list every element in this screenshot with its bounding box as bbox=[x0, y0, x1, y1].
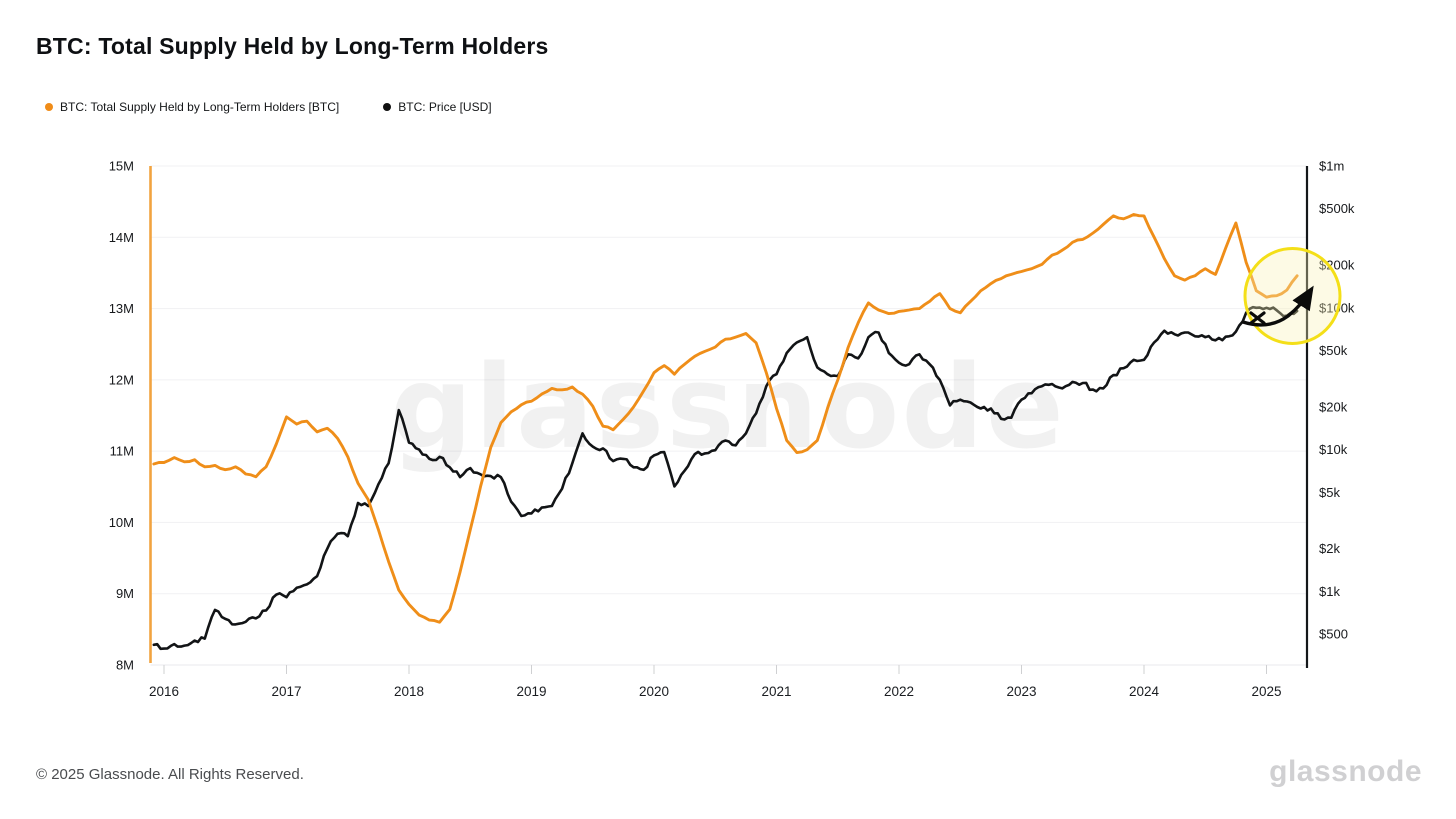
right-axis-tick-label: $1k bbox=[1319, 584, 1340, 599]
up-right-arrow-annotation bbox=[1241, 285, 1314, 327]
x-axis-tick-label: 2020 bbox=[639, 684, 669, 699]
x-axis-tick-label: 2024 bbox=[1129, 684, 1160, 699]
copyright-text: © 2025 Glassnode. All Rights Reserved. bbox=[36, 766, 304, 783]
right-axis-tick-label: $500k bbox=[1319, 201, 1355, 216]
left-axis-tick-label: 11M bbox=[110, 444, 134, 459]
x-axis-tick-label: 2022 bbox=[884, 684, 914, 699]
lth-supply-line-series bbox=[152, 213, 1299, 624]
right-axis-tick-label: $1m bbox=[1319, 159, 1344, 174]
x-axis-tick-label: 2025 bbox=[1251, 684, 1281, 699]
right-axis-tick-label: $200k bbox=[1319, 258, 1355, 273]
right-axis-tick-label: $5k bbox=[1319, 485, 1340, 500]
right-axis-tick-label: $20k bbox=[1319, 399, 1348, 414]
legend-dot-price-icon bbox=[383, 103, 392, 111]
right-axis-tick-label: $100k bbox=[1319, 300, 1355, 315]
x-axis-tick-label: 2021 bbox=[761, 684, 791, 699]
x-axis-tick-label: 2016 bbox=[149, 684, 179, 699]
legend: BTC: Total Supply Held by Long-Term Hold… bbox=[45, 100, 492, 114]
left-axis-tick-label: 14M bbox=[109, 230, 134, 245]
x-axis-tick-label: 2017 bbox=[271, 684, 301, 699]
legend-item-supply[interactable]: BTC: Total Supply Held by Long-Term Hold… bbox=[45, 100, 339, 114]
left-axis-tick-label: 9M bbox=[116, 586, 134, 601]
glassnode-wordmark: glassnode bbox=[1269, 755, 1422, 788]
price-line-series bbox=[152, 305, 1299, 651]
x-axis-tick-label: 2023 bbox=[1006, 684, 1036, 699]
legend-label-supply: BTC: Total Supply Held by Long-Term Hold… bbox=[60, 100, 340, 114]
arrow-tail-scribble bbox=[1249, 311, 1266, 325]
left-axis-tick-label: 15M bbox=[109, 159, 134, 174]
x-axis-tick-label: 2018 bbox=[394, 684, 424, 699]
page-title: BTC: Total Supply Held by Long-Term Hold… bbox=[36, 33, 549, 59]
left-axis-tick-label: 13M bbox=[109, 301, 134, 316]
right-axis-tick-label: $10k bbox=[1319, 442, 1348, 457]
left-axis-tick-label: 10M bbox=[109, 515, 134, 530]
legend-item-price[interactable]: BTC: Price [USD] bbox=[383, 100, 492, 114]
watermark-glassnode: glassnode bbox=[390, 341, 1065, 475]
x-axis-tick-label: 2019 bbox=[516, 684, 546, 699]
legend-dot-supply-icon bbox=[45, 103, 53, 111]
legend-label-price: BTC: Price [USD] bbox=[398, 100, 492, 114]
left-axis-tick-label: 12M bbox=[109, 372, 134, 387]
highlight-circle-annotation bbox=[1243, 247, 1342, 345]
right-axis-tick-label: $500 bbox=[1319, 627, 1348, 642]
left-axis-tick-label: 8M bbox=[116, 658, 134, 673]
right-axis-tick-label: $50k bbox=[1319, 343, 1348, 358]
right-axis-tick-label: $2k bbox=[1319, 541, 1340, 556]
